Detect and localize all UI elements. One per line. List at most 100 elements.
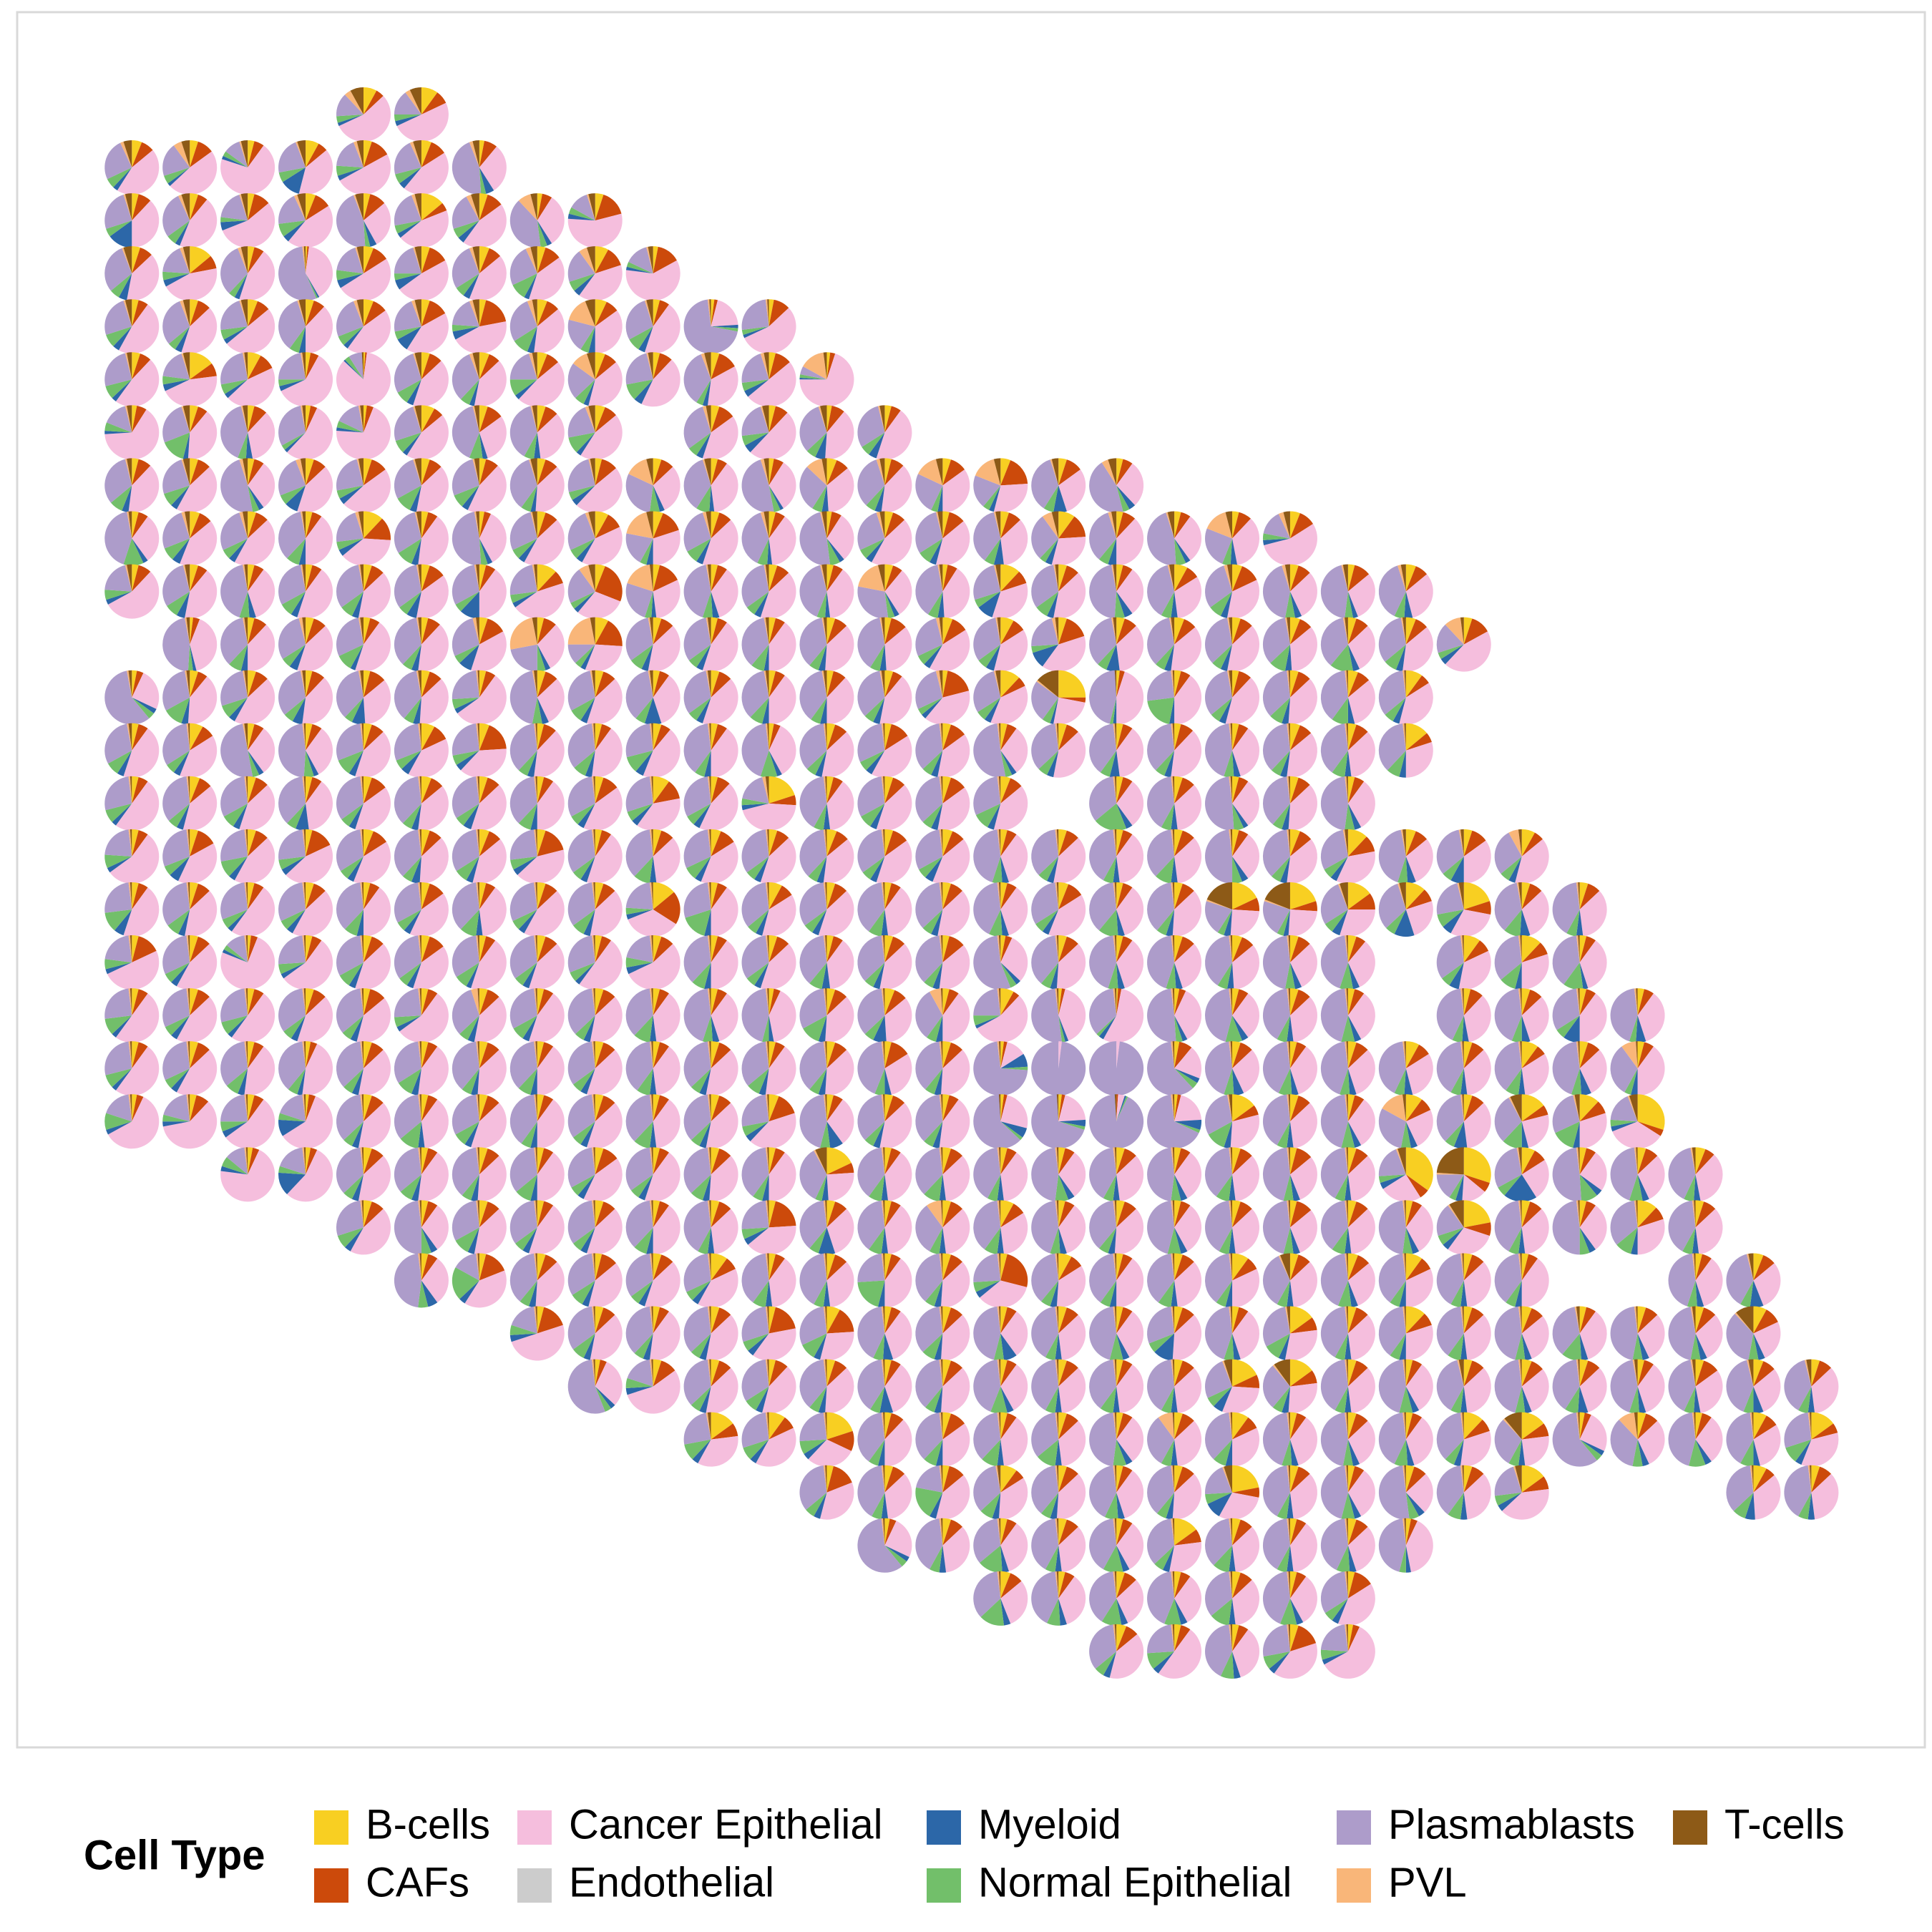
pie-slice [585, 750, 595, 778]
pie-slice [1161, 591, 1175, 619]
pie-slice [1172, 882, 1175, 909]
pie-slice [1750, 1280, 1764, 1308]
pie-slice [1058, 1413, 1078, 1440]
pie-slice [625, 260, 680, 301]
pie-slice [348, 750, 364, 776]
pie-slice [567, 670, 595, 711]
pie-slice [1089, 1094, 1144, 1149]
pie-slice [978, 644, 1001, 668]
pie-slice [534, 988, 537, 1016]
pie-slice [769, 1253, 776, 1281]
pie-slice [1263, 538, 1290, 545]
pie-slice [1116, 1200, 1125, 1228]
pie-slice [452, 723, 479, 756]
pie-slice [336, 935, 364, 976]
pie-slice [1113, 1465, 1117, 1493]
pie-slice [1230, 829, 1233, 857]
pie-slice [1289, 671, 1310, 698]
pie-slice [360, 988, 364, 1016]
pie-slice [1405, 1099, 1431, 1122]
pie-slice [595, 511, 609, 539]
pie-slice [1289, 989, 1310, 1016]
legend-label: Cancer Epithelial [569, 1801, 882, 1848]
pie-slice [287, 803, 306, 829]
pie-slice [1637, 1174, 1649, 1201]
pie-slice [1811, 1367, 1839, 1414]
pie-slice [1174, 619, 1196, 645]
pie-slice [104, 829, 132, 857]
pie-slice [934, 1333, 943, 1361]
pie-slice [1631, 1068, 1638, 1096]
pie-slice [1518, 829, 1522, 857]
pie-slice [1050, 697, 1059, 725]
pie-slice [350, 1015, 364, 1042]
pie-slice [123, 538, 144, 566]
pie-slice [394, 301, 421, 332]
pie-slice [411, 538, 421, 566]
legend-label: Normal Epithelial [978, 1859, 1292, 1906]
pie-slice [1637, 1148, 1658, 1175]
pie-slice [1378, 670, 1406, 715]
pie-slice [709, 829, 711, 857]
pie-slice [649, 1015, 657, 1043]
pie-slice [588, 1263, 623, 1308]
pie-slice [1436, 1147, 1464, 1175]
pie-slice [1463, 1262, 1491, 1308]
pie-slice [421, 988, 429, 1016]
pie-slice [509, 353, 537, 380]
pie-slice [106, 1121, 132, 1135]
pie-slice [1404, 1041, 1406, 1069]
pie-slice [1289, 619, 1312, 645]
pie-slice [1573, 1094, 1580, 1122]
pie-slice [452, 196, 479, 229]
pie-slice [476, 776, 479, 804]
pie-slice [879, 405, 885, 433]
pie-slice [279, 1147, 306, 1175]
pie-slice [653, 723, 662, 751]
pie-slice [799, 988, 827, 1029]
pie-slice [1104, 1492, 1118, 1520]
pie-slice [421, 726, 447, 751]
pie-slice [363, 1043, 384, 1069]
pie-slice [629, 326, 653, 350]
pie-slice [940, 829, 943, 857]
pie-slice [1000, 1066, 1028, 1070]
pie-slice [649, 485, 660, 513]
pie-slice [1232, 856, 1243, 884]
pie-slice [808, 856, 827, 882]
pie-slice [1000, 1364, 1028, 1410]
pie-slice [1171, 1439, 1178, 1467]
pie-slice [1405, 1413, 1423, 1440]
pie-slice [864, 1121, 885, 1146]
pie-slice [1552, 1359, 1580, 1410]
pie-slice [162, 1121, 190, 1127]
pie-slice [857, 882, 885, 932]
pie-slice [411, 194, 421, 221]
pie-slice [303, 1094, 306, 1122]
pie-slice [164, 856, 190, 875]
pie-slice [1449, 1174, 1464, 1201]
pie-slice [1436, 1412, 1464, 1460]
pie-slice [300, 670, 306, 698]
pie-slice [993, 565, 1001, 592]
pie-slice [884, 1258, 912, 1308]
pie-slice [1172, 776, 1175, 804]
pie-slice [1636, 1306, 1638, 1334]
pie-slice [1225, 511, 1233, 539]
pie-slice [1171, 1280, 1178, 1308]
pie-slice [1320, 988, 1348, 1042]
pie-slice [711, 728, 738, 778]
pie-slice [1552, 1307, 1580, 1355]
pie-slice [1114, 1094, 1117, 1122]
pie-slice [883, 1465, 885, 1493]
pie-slice [123, 300, 132, 327]
pie-slice [998, 1478, 1028, 1520]
pie-slice [940, 1306, 943, 1334]
pie-slice [939, 1465, 943, 1493]
pie-slice [1405, 831, 1428, 857]
pie-slice [744, 379, 769, 397]
pie-slice [932, 962, 943, 990]
pie-slice [1089, 1359, 1117, 1409]
pie-slice [278, 301, 306, 348]
pie-slice [537, 1046, 565, 1096]
